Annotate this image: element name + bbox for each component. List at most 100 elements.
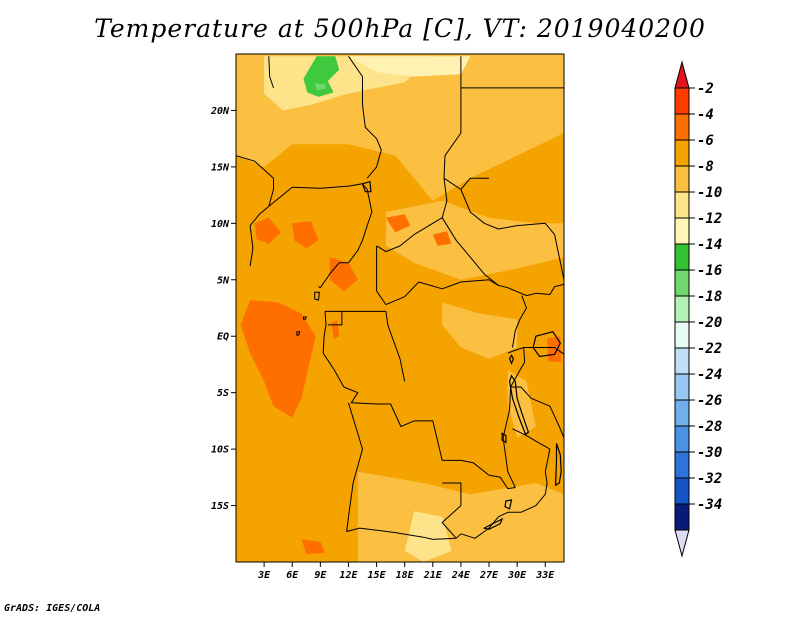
border-2 [441,56,462,218]
border-20 [502,386,516,488]
lon-tick-label-2: 9E [314,570,327,581]
field-region-17 [303,56,340,97]
colorbar-bottom-triangle [674,529,690,558]
border-25 [512,428,551,450]
lat-tick-label-3: 5N [217,275,230,286]
colorbar-label-14: -30 [697,445,722,461]
border-23 [512,295,527,348]
chart-title: Temperature at 500hPa [C], VT: 201904020… [94,14,706,43]
colorbar-swatch-3 [674,165,690,193]
colorbar-swatch-16 [674,503,690,531]
border-16 [346,402,363,532]
colorbar-label-4: -10 [697,185,722,201]
border-14 [322,311,345,388]
colorbar-swatch-6 [674,243,690,271]
lat-tick-label-2: 10N [211,219,230,230]
field-region-3 [385,200,564,280]
border-8 [376,245,499,306]
colorbar-label-8: -18 [697,289,722,305]
lat-tick-label-7: 15S [211,501,229,512]
border-10 [441,217,499,286]
lon-tick-label-5: 18E [396,570,415,581]
lake-outline-5 [482,517,504,530]
border-0 [268,56,274,89]
colorbar: -2 -4 -6 -8 -10 -12 -14 -16 -18 -20 -22 -24 -26 -28 -3… [674,60,722,558]
colorbar-label-5: -12 [697,211,722,227]
colorbar-swatch-2 [674,139,690,167]
border-21 [507,347,564,355]
border-9 [498,283,564,297]
map-frame [235,53,565,563]
border-24 [510,386,564,438]
colorbar-swatch-12 [674,399,690,427]
colorbar-swatch-14 [674,451,690,479]
field-region-14 [301,539,325,555]
colorbar-label-0: -2 [697,81,714,97]
colorbar-swatch-1 [674,113,690,141]
colorbar-label-9: -20 [697,315,722,331]
lon-tick-label-9: 30E [507,570,527,581]
field-region-8 [240,300,316,418]
colorbar-label-11: -24 [697,367,722,383]
border-11 [443,177,564,280]
colorbar-label-3: -8 [697,159,714,175]
colorbar-swatch-0 [674,87,690,115]
colorbar-label-2: -6 [697,133,714,149]
lon-tick-label-10: 33E [535,570,555,581]
colorbar-swatch-7 [674,269,690,297]
lat-tick-label-0: 20N [210,106,230,117]
map-axes: 20N 15N 10N 5N EQ 5S 10S 15S 3E 6E 9E 12E 15E 18E 21E 2… [210,106,555,581]
field-region-18 [314,83,326,91]
lake-outline-6 [504,499,513,510]
colorbar-label-6: -14 [697,237,722,253]
field-region-2 [348,56,471,77]
colorbar-swatch-8 [674,295,690,323]
lake-outline-3 [554,443,562,487]
island-outline-0 [314,291,320,301]
lon-tick-label-0: 3E [257,570,271,581]
lon-tick-label-4: 15E [368,570,387,581]
lon-tick-label-3: 12E [339,570,358,581]
lat-tick-label-5: 5S [217,388,229,399]
island-outline-1 [296,331,301,336]
lat-tick-label-6: 10S [211,445,229,456]
field-region-6 [404,511,452,562]
field-region-9 [254,217,281,244]
colorbar-swatch-9 [674,321,690,349]
lon-tick-label-6: 21E [423,570,443,581]
colorbar-swatch-10 [674,347,690,375]
credit-text: GrADS: IGES/COLA [4,603,101,614]
border-12 [325,310,343,326]
colorbar-top-triangle [674,60,690,89]
border-1 [348,56,382,179]
border-13 [341,310,406,382]
colorbar-swatch-4 [674,191,690,219]
border-6 [318,189,373,289]
border-22 [510,347,526,388]
colorbar-label-7: -16 [697,263,722,279]
colorbar-label-15: -32 [697,471,722,487]
colorbar-label-16: -34 [697,497,722,513]
colorbar-swatch-5 [674,217,690,245]
field-region-12 [385,214,411,233]
border-15 [343,386,516,490]
colorbar-label-12: -26 [697,393,722,409]
field-region-13 [432,231,452,246]
lake-outline-4 [501,432,507,444]
country-borders [236,56,564,540]
colorbar-label-10: -22 [697,341,722,357]
island-outline-2 [303,316,308,320]
border-7 [376,217,443,253]
lake-outline-2 [508,374,530,436]
border-18 [441,482,462,539]
colorbar-label-1: -4 [697,107,714,123]
lon-tick-label-7: 24E [451,570,471,581]
lake-outline-7 [361,180,372,193]
colorbar-swatch-11 [674,373,690,401]
colorbar-swatch-13 [674,425,690,453]
border-19 [460,449,551,539]
lake-outline-1 [508,354,515,365]
lat-tick-label-1: 15N [211,162,230,173]
field-region-10 [292,221,319,249]
